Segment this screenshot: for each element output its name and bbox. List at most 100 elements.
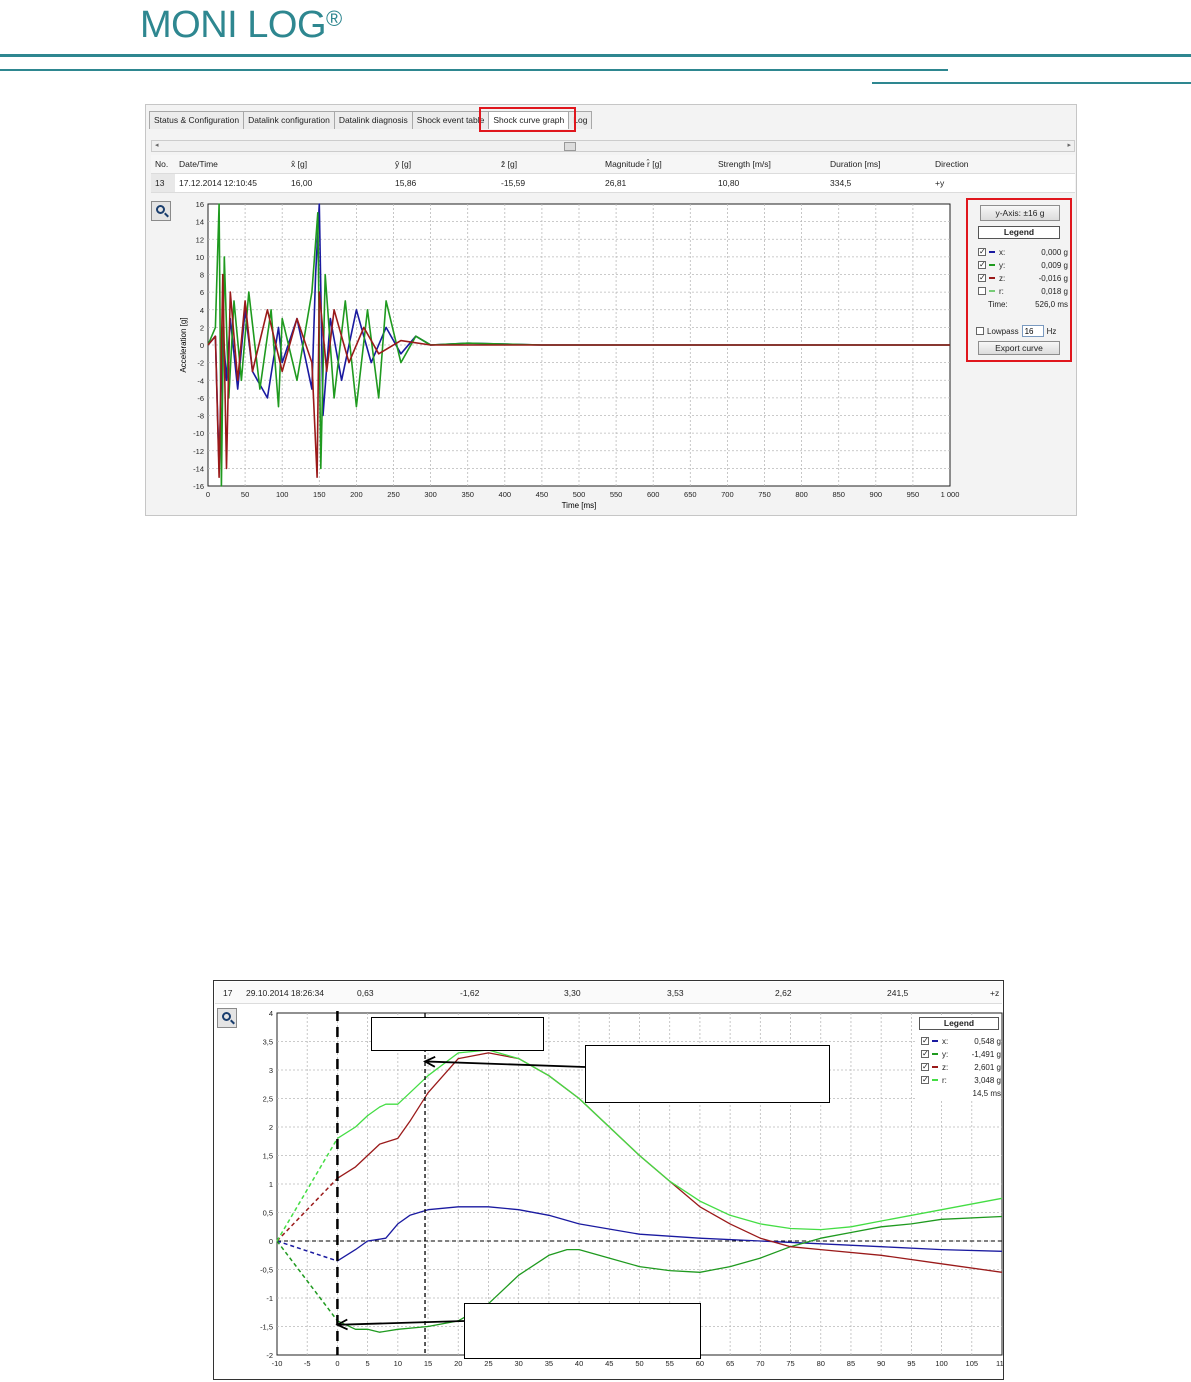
cell-duration: 241,5 [887,988,908,998]
scroll-thumb[interactable] [564,142,576,151]
y-tick-label: -14 [193,464,204,473]
checkbox-x[interactable]: ✓ [978,248,986,256]
tab-datalink-configuration[interactable]: Datalink configuration [243,111,335,129]
y-tick-label: -12 [193,447,204,456]
x-tick-label: 20 [454,1359,462,1368]
y-tick-label: -16 [193,482,204,491]
y-tick-label: 4 [200,306,204,315]
y-tick-label: -0,5 [260,1266,273,1275]
y-tick-label: -1 [266,1294,273,1303]
row-number: 17 [223,988,232,998]
x-tick-label: 70 [756,1359,764,1368]
cell-y: 15,86 [391,178,497,188]
table-row[interactable]: 13 17.12.2014 12:10:45 16,00 15,86 -15,5… [151,174,1075,193]
legend-name: r: [942,1076,947,1085]
x-tick-label: 30 [514,1359,522,1368]
x-tick-label: 550 [610,490,623,499]
tab-shock-curve-graph[interactable]: Shock curve graph [488,111,569,129]
legend-swatch [932,1053,938,1055]
cell-magnitude: 26,81 [601,178,714,188]
y-axis-button[interactable]: y-Axis: ±16 g [980,205,1060,221]
y-tick-label: 16 [196,200,204,209]
legend-row-r[interactable]: r: 0,018 g [978,285,1068,297]
y-tick-label: -2 [266,1351,273,1360]
x-tick-label: 950 [907,490,920,499]
legend-name: r: [999,287,1004,296]
time-label: Time: [988,300,1008,309]
checkbox-r[interactable]: ✓ [921,1076,929,1084]
legend-row-r[interactable]: ✓ r: 3,048 g [921,1074,1001,1086]
legend-row-x[interactable]: ✓ x: 0,000 g [978,246,1068,258]
horizontal-scrollbar[interactable]: ◂ ▸ [151,140,1075,152]
legend-time-row: Time: 526,0 ms [978,298,1068,310]
legend-swatch [932,1040,938,1042]
col-header[interactable]: Date/Time [175,159,287,169]
x-tick-label: 100 [935,1359,948,1368]
legend-swatch [989,290,995,292]
y-tick-label: 1,5 [263,1152,273,1161]
legend-value: -1,491 g [972,1050,1001,1059]
col-header[interactable]: Duration [ms] [826,159,931,169]
col-header[interactable]: Strength [m/s] [714,159,826,169]
x-tick-label: -10 [272,1359,283,1368]
lowpass-input[interactable] [1022,325,1044,337]
y-tick-label: -6 [197,394,204,403]
y-tick-label: 2 [269,1123,273,1132]
checkbox-z[interactable]: ✓ [978,274,986,282]
legend-time-row: 14,5 ms [921,1087,1001,1099]
shock-curve-chart[interactable]: 0 50 100 150 200 250 300 350 400 450 500 550 600 650 7… [146,198,961,516]
col-header[interactable]: Direction [931,159,1011,169]
checkbox-y[interactable]: ✓ [921,1050,929,1058]
y-tick-label: 10 [196,253,204,262]
cell-z: -15,59 [497,178,601,188]
scroll-left-icon[interactable]: ◂ [155,141,159,149]
cell-datetime: 17.12.2014 12:10:45 [175,178,287,188]
legend-swatch [989,251,995,253]
col-header[interactable]: No. [151,159,175,169]
legend-value: -0,016 g [1039,274,1068,283]
x-tick-label: 600 [647,490,660,499]
legend-row-y[interactable]: ✓ y: 0,009 g [978,259,1068,271]
tab-shock-event-table[interactable]: Shock event table [412,111,490,129]
legend-row-z[interactable]: ✓ z: -0,016 g [978,272,1068,284]
x-tick-label: 850 [832,490,845,499]
header-rule [872,82,1191,84]
x-tick-label: 60 [696,1359,704,1368]
y-tick-label: -4 [197,376,204,385]
x-tick-label: 80 [817,1359,825,1368]
y-tick-label: 2,5 [263,1095,273,1104]
col-header[interactable]: x̂ [g] [287,159,391,169]
scroll-right-icon[interactable]: ▸ [1067,141,1071,149]
grid-header-row: No. Date/Time x̂ [g] ŷ [g] ẑ [g] Magnitu… [151,155,1075,174]
y-tick-label: 0 [269,1237,273,1246]
legend-row-y[interactable]: ✓ y: -1,491 g [921,1048,1001,1060]
legend-value: 0,018 g [1041,287,1068,296]
checkbox-y[interactable]: ✓ [978,261,986,269]
x-tick-label: 5 [366,1359,370,1368]
annotation-box [585,1045,830,1103]
legend-row-x[interactable]: ✓ x: 0,548 g [921,1035,1001,1047]
chart-control-panel: y-Axis: ±16 g Legend ✓ x: 0,000 g ✓ y: 0… [966,198,1072,362]
checkbox-z[interactable]: ✓ [921,1063,929,1071]
tab-log[interactable]: Log [568,111,592,129]
x-tick-label: 450 [536,490,549,499]
col-header[interactable]: Magnitude r̂ [g] [601,159,714,169]
x-axis-label: Time [ms] [562,501,597,510]
checkbox-r[interactable] [978,287,986,295]
x-tick-label: 650 [684,490,697,499]
lowpass-checkbox[interactable] [976,327,984,335]
y-tick-label: 3 [269,1066,273,1075]
export-curve-button[interactable]: Export curve [978,341,1060,355]
annotation-box [371,1017,544,1051]
legend-swatch [989,264,995,266]
col-header[interactable]: ŷ [g] [391,159,497,169]
x-tick-label: 350 [461,490,474,499]
tab-datalink-diagnosis[interactable]: Datalink diagnosis [334,111,413,129]
cell-magnitude: 3,53 [667,988,684,998]
x-tick-label: 55 [666,1359,674,1368]
legend-row-z[interactable]: ✓ z: 2,601 g [921,1061,1001,1073]
checkbox-x[interactable]: ✓ [921,1037,929,1045]
table-row[interactable]: 17 29.10.2014 18:26:34 0,63 -1,62 3,30 3… [215,982,1002,1004]
tab-status-configuration[interactable]: Status & Configuration [149,111,244,129]
col-header[interactable]: ẑ [g] [497,159,601,169]
